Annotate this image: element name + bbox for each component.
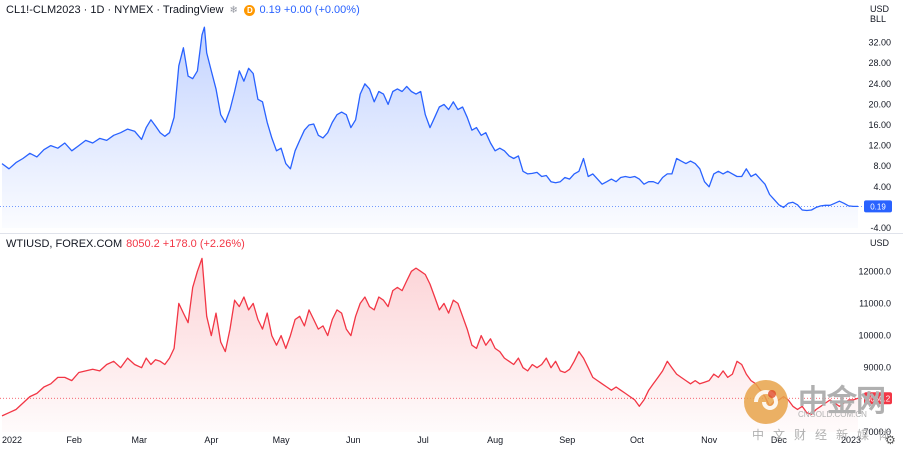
x-tick-label: May xyxy=(273,435,291,445)
x-tick-label: Mar xyxy=(131,435,147,445)
x-tick-label: Aug xyxy=(487,435,503,445)
y-tick-label: 9000.0 xyxy=(863,363,891,373)
series-area-fill xyxy=(2,258,858,432)
series-line xyxy=(1,257,859,417)
y-tick-label: 16.00 xyxy=(868,120,891,130)
top-axis-unit-currency: USD xyxy=(869,4,889,14)
bottom-last-price-label: 8050.2 xyxy=(866,394,891,403)
last-price-badge xyxy=(864,392,892,405)
y-tick-label: 24.00 xyxy=(868,79,891,89)
bottom-pane: 12000.0 11000.0 10000.0 9000.0 7000.0 8050.2 xyxy=(0,257,892,437)
top-pane: 32.00 28.00 24.00 20.00 16.00 12.00 8.00 4.00 0.… xyxy=(0,26,892,233)
x-axis: 2022 Feb Mar Apr May Jun Jul Aug Sep Oct Nov Dec 202… xyxy=(2,435,861,445)
x-tick-label: Dec xyxy=(771,435,788,445)
bottom-legend: WTIUSD, FOREX.COM 8050.2 +178.0 (+2.26%) xyxy=(6,238,245,250)
top-axis-unit: USD BLL xyxy=(870,4,889,24)
top-axis-unit-measure: BLL xyxy=(869,14,886,24)
watermark-url: CNGOLD.COM.CN xyxy=(798,410,867,419)
watermark-tagline: 中文财经新媒体 xyxy=(752,428,900,442)
y-tick-label: 7000.0 xyxy=(863,427,891,437)
top-last-price-label: 0.19 xyxy=(870,202,886,211)
last-price-badge xyxy=(864,200,892,213)
x-tick-label: Jul xyxy=(417,435,429,445)
x-tick-label: Jun xyxy=(346,435,361,445)
bottom-value-label: 8050.2 +178.0 (+2.26%) xyxy=(126,238,245,250)
watermark-logo xyxy=(744,380,788,424)
top-value-label: 0.19 +0.00 (+0.00%) xyxy=(259,4,360,16)
y-tick-label: 4.00 xyxy=(873,182,891,192)
bottom-symbol-label: WTIUSD, FOREX.COM xyxy=(6,238,123,250)
x-tick-label: 2023 xyxy=(841,435,861,445)
y-tick-label: -4.00 xyxy=(870,223,891,233)
bottom-axis-unit[interactable]: USD xyxy=(869,238,889,248)
y-tick-label: 10000.0 xyxy=(858,331,891,341)
series-line xyxy=(1,26,858,212)
y-tick-label: 12000.0 xyxy=(858,266,891,276)
x-tick-label: Nov xyxy=(701,435,718,445)
snowflake-icon[interactable]: ❄ xyxy=(229,4,238,16)
y-tick-label: 11000.0 xyxy=(859,298,891,308)
y-tick-label: 12.00 xyxy=(868,141,891,151)
x-tick-label: Oct xyxy=(630,435,645,445)
gear-icon[interactable]: ⚙ xyxy=(885,433,896,447)
y-tick-label: 32.00 xyxy=(868,38,891,48)
top-symbol-label: CL1!-CLM2023 · 1D · NYMEX · TradingView xyxy=(6,4,224,16)
top-legend: CL1!-CLM2023 · 1D · NYMEX · TradingView … xyxy=(6,4,360,16)
x-tick-label: Apr xyxy=(204,435,218,445)
x-tick-label: Feb xyxy=(66,435,82,445)
y-tick-label: 28.00 xyxy=(868,58,891,68)
y-tick-label: 8.00 xyxy=(873,161,891,171)
x-tick-label: 2022 xyxy=(2,435,22,445)
watermark-main: 中金网 xyxy=(798,384,886,419)
y-tick-label: 20.00 xyxy=(868,99,891,109)
dividend-badge-icon[interactable]: D xyxy=(244,4,256,16)
x-tick-label: Sep xyxy=(559,435,575,445)
